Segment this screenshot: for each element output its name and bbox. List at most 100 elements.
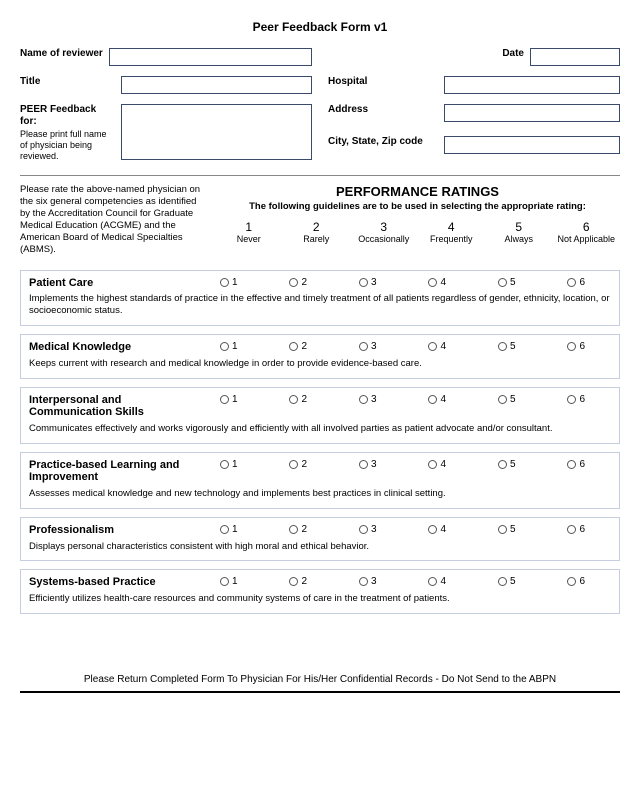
scale-label: Always xyxy=(485,234,553,244)
scale-num: 2 xyxy=(283,220,351,234)
reviewer-input[interactable] xyxy=(109,48,312,66)
instructions-text: Please rate the above-named physician on… xyxy=(20,184,205,255)
rating-radio-5[interactable]: 5 xyxy=(472,277,542,288)
radio-icon xyxy=(567,577,576,586)
header-grid: Name of reviewer Date Title Hospital PEE… xyxy=(20,48,620,167)
rating-radio-5[interactable]: 5 xyxy=(472,524,542,535)
rating-radio-1[interactable]: 1 xyxy=(194,277,264,288)
peer-input[interactable] xyxy=(121,104,312,160)
ratings-subtitle: The following guidelines are to be used … xyxy=(215,201,620,212)
rating-radio-3[interactable]: 3 xyxy=(333,576,403,587)
radio-icon xyxy=(359,278,368,287)
rating-radio-4[interactable]: 4 xyxy=(403,459,473,470)
radio-icon xyxy=(289,278,298,287)
radio-number: 5 xyxy=(510,576,516,587)
address-input[interactable] xyxy=(444,104,620,122)
radio-number: 2 xyxy=(301,277,307,288)
radio-number: 4 xyxy=(440,341,446,352)
scale-label: Not Applicable xyxy=(553,234,621,244)
hospital-label: Hospital xyxy=(328,76,438,88)
radio-icon xyxy=(498,525,507,534)
radio-icon xyxy=(428,525,437,534)
rating-radio-6[interactable]: 6 xyxy=(542,524,612,535)
scale-num: 1 xyxy=(215,220,283,234)
rating-radio-5[interactable]: 5 xyxy=(472,459,542,470)
rating-radio-2[interactable]: 2 xyxy=(264,459,334,470)
scale-num: 4 xyxy=(418,220,486,234)
radio-number: 5 xyxy=(510,341,516,352)
rating-radio-1[interactable]: 1 xyxy=(194,524,264,535)
rating-radio-6[interactable]: 6 xyxy=(542,459,612,470)
radio-icon xyxy=(220,577,229,586)
radio-number: 3 xyxy=(371,459,377,470)
scale-label: Rarely xyxy=(283,234,351,244)
radio-icon xyxy=(498,395,507,404)
rating-radio-6[interactable]: 6 xyxy=(542,341,612,352)
rating-radio-1[interactable]: 1 xyxy=(194,341,264,352)
rating-radio-3[interactable]: 3 xyxy=(333,341,403,352)
radio-icon xyxy=(289,460,298,469)
rating-radio-2[interactable]: 2 xyxy=(264,341,334,352)
peer-sub: Please print full name of physician bein… xyxy=(20,129,115,161)
rating-radio-2[interactable]: 2 xyxy=(264,277,334,288)
competency-desc: Implements the highest standards of prac… xyxy=(29,293,611,317)
title-input[interactable] xyxy=(121,76,312,94)
scale-num: 6 xyxy=(553,220,621,234)
date-input[interactable] xyxy=(530,48,620,66)
rating-radio-3[interactable]: 3 xyxy=(333,524,403,535)
radio-icon xyxy=(289,525,298,534)
radio-number: 4 xyxy=(440,277,446,288)
rating-radio-4[interactable]: 4 xyxy=(403,524,473,535)
radio-number: 6 xyxy=(579,394,585,405)
rating-radio-5[interactable]: 5 xyxy=(472,341,542,352)
competency-desc: Keeps current with research and medical … xyxy=(29,358,611,370)
form-title: Peer Feedback Form v1 xyxy=(20,20,620,34)
radio-number: 2 xyxy=(301,576,307,587)
rating-radio-6[interactable]: 6 xyxy=(542,277,612,288)
radio-number: 4 xyxy=(440,576,446,587)
radio-icon xyxy=(567,278,576,287)
rating-radio-1[interactable]: 1 xyxy=(194,394,264,405)
radio-number: 1 xyxy=(232,524,238,535)
radio-number: 3 xyxy=(371,394,377,405)
rating-radio-4[interactable]: 4 xyxy=(403,277,473,288)
radio-number: 5 xyxy=(510,277,516,288)
radio-number: 6 xyxy=(579,277,585,288)
reviewer-label: Name of reviewer xyxy=(20,48,103,60)
rating-radio-4[interactable]: 4 xyxy=(403,341,473,352)
rating-radio-2[interactable]: 2 xyxy=(264,576,334,587)
radio-number: 5 xyxy=(510,459,516,470)
competency-block: Professionalism123456Displays personal c… xyxy=(20,517,620,562)
radio-number: 6 xyxy=(579,524,585,535)
rating-radio-4[interactable]: 4 xyxy=(403,394,473,405)
title-label: Title xyxy=(20,76,115,88)
hospital-input[interactable] xyxy=(444,76,620,94)
radio-icon xyxy=(359,342,368,351)
rating-radio-6[interactable]: 6 xyxy=(542,394,612,405)
radio-icon xyxy=(428,460,437,469)
scale-num: 5 xyxy=(485,220,553,234)
radio-icon xyxy=(567,525,576,534)
rating-radio-1[interactable]: 1 xyxy=(194,576,264,587)
rating-radio-3[interactable]: 3 xyxy=(333,277,403,288)
rating-radio-3[interactable]: 3 xyxy=(333,459,403,470)
rating-radio-6[interactable]: 6 xyxy=(542,576,612,587)
rating-radio-4[interactable]: 4 xyxy=(403,576,473,587)
ratings-title: PERFORMANCE RATINGS xyxy=(215,184,620,199)
radio-number: 6 xyxy=(579,576,585,587)
rating-radio-1[interactable]: 1 xyxy=(194,459,264,470)
radio-number: 1 xyxy=(232,459,238,470)
radio-icon xyxy=(359,395,368,404)
rating-radio-3[interactable]: 3 xyxy=(333,394,403,405)
rating-radio-5[interactable]: 5 xyxy=(472,394,542,405)
rating-radio-5[interactable]: 5 xyxy=(472,576,542,587)
competency-block: Practice-based Learning and Improvement1… xyxy=(20,452,620,509)
radio-number: 5 xyxy=(510,394,516,405)
radio-icon xyxy=(498,342,507,351)
rating-radio-2[interactable]: 2 xyxy=(264,524,334,535)
radio-number: 2 xyxy=(301,341,307,352)
rating-radio-2[interactable]: 2 xyxy=(264,394,334,405)
peer-heading: PEER Feedback for: xyxy=(20,104,96,127)
competency-title: Patient Care xyxy=(29,277,194,290)
city-input[interactable] xyxy=(444,136,620,154)
